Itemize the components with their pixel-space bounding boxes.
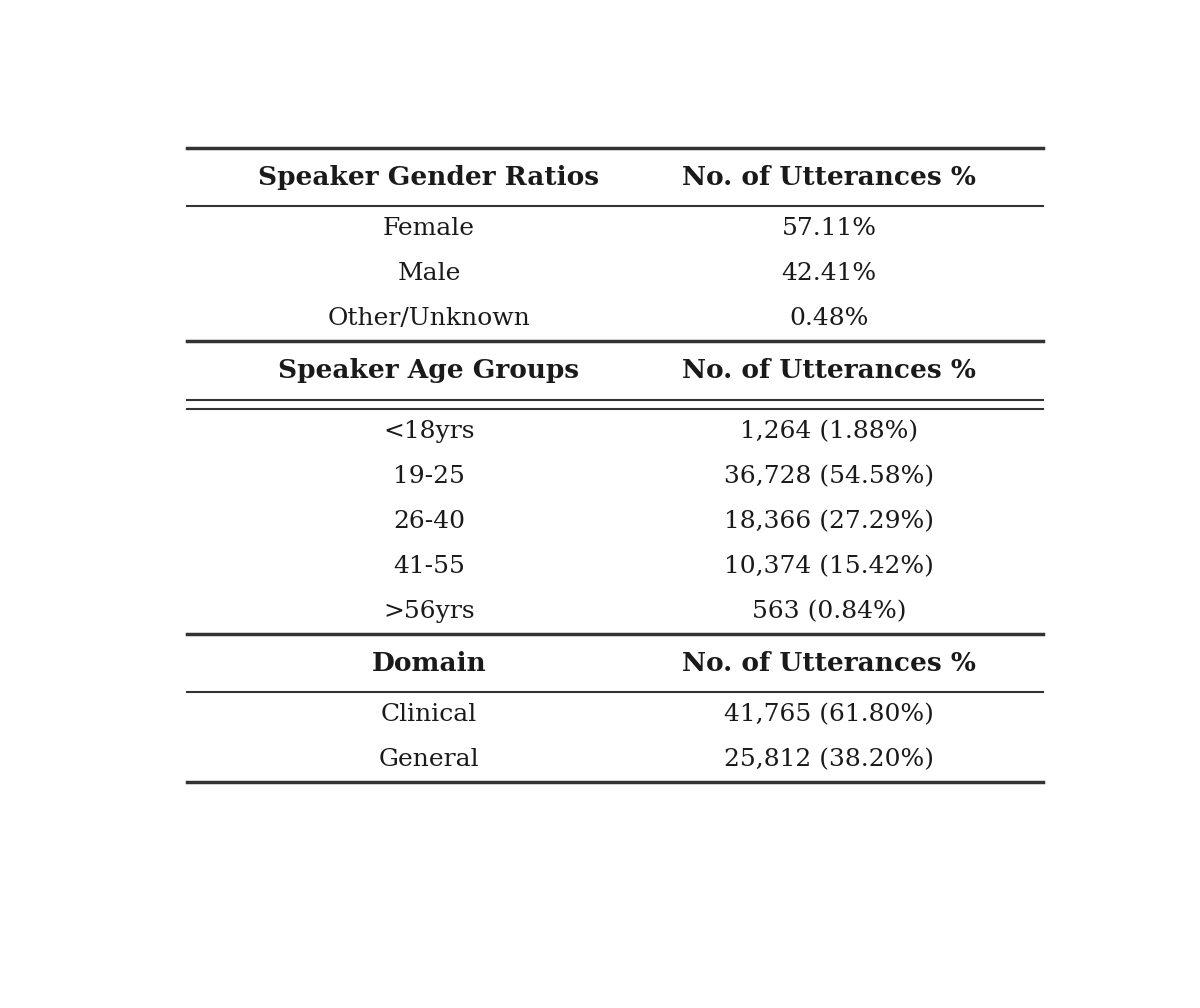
Text: 42.41%: 42.41% [781, 262, 876, 285]
Text: 0.48%: 0.48% [790, 307, 869, 331]
Text: 563 (0.84%): 563 (0.84%) [751, 600, 906, 623]
Text: >56yrs: >56yrs [383, 600, 475, 623]
Text: Clinical: Clinical [380, 704, 478, 726]
Text: No. of Utterances %: No. of Utterances % [682, 358, 976, 383]
Text: 26-40: 26-40 [394, 510, 466, 533]
Text: 41-55: 41-55 [394, 555, 464, 578]
Text: 57.11%: 57.11% [781, 218, 876, 240]
Text: 41,765 (61.80%): 41,765 (61.80%) [724, 704, 934, 726]
Text: <18yrs: <18yrs [383, 420, 475, 443]
Text: Speaker Gender Ratios: Speaker Gender Ratios [258, 164, 600, 190]
Text: Domain: Domain [372, 650, 486, 675]
Text: 10,374 (15.42%): 10,374 (15.42%) [724, 555, 934, 578]
Text: 36,728 (54.58%): 36,728 (54.58%) [724, 465, 934, 488]
Text: 1,264 (1.88%): 1,264 (1.88%) [740, 420, 918, 443]
Text: 18,366 (27.29%): 18,366 (27.29%) [724, 510, 934, 533]
Text: 19-25: 19-25 [394, 465, 464, 488]
Text: No. of Utterances %: No. of Utterances % [682, 650, 976, 675]
Text: Female: Female [383, 218, 475, 240]
Text: Male: Male [397, 262, 461, 285]
Text: No. of Utterances %: No. of Utterances % [682, 164, 976, 190]
Text: Other/Unknown: Other/Unknown [328, 307, 530, 331]
Text: General: General [379, 748, 479, 771]
Text: Speaker Age Groups: Speaker Age Groups [278, 358, 580, 383]
Text: 25,812 (38.20%): 25,812 (38.20%) [724, 748, 934, 771]
